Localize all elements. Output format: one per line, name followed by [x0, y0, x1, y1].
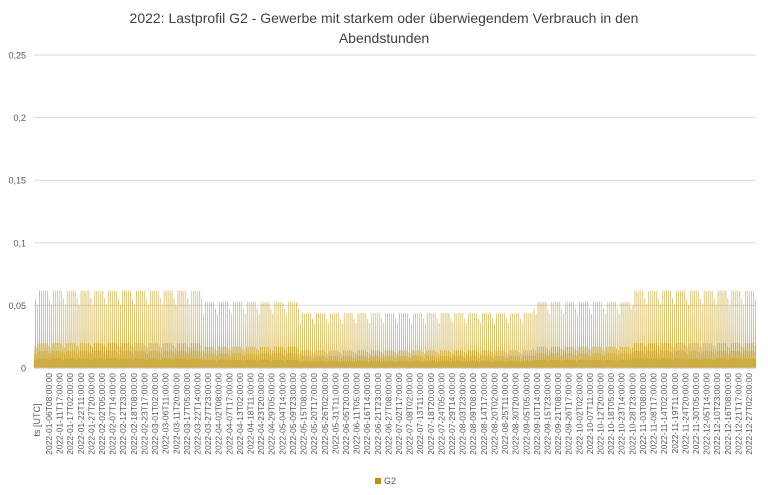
- x-tick-label: 2022-09-15T23:00:00: [543, 373, 553, 455]
- x-tick-label: 2022-05-15T08:00:00: [299, 373, 309, 455]
- x-tick-label: 2022-05-20T17:00:00: [309, 373, 319, 455]
- x-tick-label: 2022-08-14T17:00:00: [479, 373, 489, 455]
- y-tick-label: 0: [21, 364, 26, 374]
- x-tick-label: 2022-07-24T05:00:00: [436, 373, 446, 455]
- x-tick-label: 2022-02-23T17:00:00: [140, 373, 150, 455]
- x-tick-label: 2022-02-02T05:00:00: [97, 373, 107, 455]
- x-tick-label: 2022-10-07T11:00:00: [585, 373, 595, 454]
- x-tick-label: 2022-04-02T08:00:00: [214, 373, 224, 455]
- x-tick-label: 2022-12-10T23:00:00: [712, 373, 722, 455]
- x-tick-label: 2022-01-27T20:00:00: [86, 373, 96, 455]
- x-tick-label: 2022-10-02T02:00:00: [574, 373, 584, 455]
- x-tick-label: 2022-04-13T02:00:00: [235, 373, 245, 455]
- x-tick-label: 2022-06-11T05:00:00: [352, 373, 362, 454]
- x-tick-label: 2022-07-18T20:00:00: [426, 373, 436, 455]
- x-tick-label: 2022-12-05T14:00:00: [702, 373, 712, 455]
- y-tick-label: 0,25: [8, 51, 26, 61]
- x-tick-label: 2022-06-27T08:00:00: [383, 373, 393, 455]
- x-tick-label: 2022-05-26T02:00:00: [320, 373, 330, 455]
- x-tick-label: 2022-06-16T14:00:00: [362, 373, 372, 455]
- chart-title-line-1: 2022: Lastprofil G2 - Gewerbe mit starke…: [129, 10, 639, 26]
- x-tick-label: 2022-07-08T02:00:00: [405, 373, 415, 455]
- x-tick-label: 2022-01-11T17:00:00: [55, 373, 65, 454]
- x-tick-label: 2022-04-07T17:00:00: [224, 373, 234, 455]
- x-tick-label: 2022-12-16T08:00:00: [723, 373, 733, 455]
- x-tick-label: 2022-10-23T14:00:00: [617, 373, 627, 455]
- x-tick-label: 2022-04-29T05:00:00: [267, 373, 277, 455]
- chart-title-line-2: Abendstunden: [338, 30, 430, 46]
- y-tick-label: 0,15: [8, 176, 26, 186]
- x-tick-label: 2022-02-18T08:00:00: [129, 373, 139, 455]
- x-tick-label: 2022-07-29T14:00:00: [447, 373, 457, 455]
- x-tick-label: 2022-06-21T23:00:00: [373, 373, 383, 455]
- x-tick-label: 2022-09-21T08:00:00: [553, 373, 563, 455]
- x-tick-label: 2022-08-30T20:00:00: [511, 373, 521, 455]
- x-tick-label: 2022-03-01T02:00:00: [150, 373, 160, 455]
- x-tick-label: 2022-03-22T14:00:00: [193, 373, 203, 455]
- x-tick-label: 2022-01-22T11:00:00: [76, 373, 86, 454]
- x-tick-label: 2022-03-17T05:00:00: [182, 373, 192, 455]
- y-tick-label: 0,2: [13, 113, 26, 123]
- x-tick-label: 2022-01-06T08:00:00: [44, 373, 54, 455]
- x-tick-label: 2022-09-26T17:00:00: [564, 373, 574, 455]
- legend-label-g2: G2: [384, 476, 396, 486]
- x-tick-label: 2022-10-18T05:00:00: [606, 373, 616, 455]
- x-tick-label: 2022-02-07T14:00:00: [108, 373, 118, 455]
- legend-swatch-g2: [375, 478, 381, 484]
- x-tick-label: 2022-08-25T11:00:00: [500, 373, 510, 454]
- x-tick-label: 2022-11-08T17:00:00: [649, 373, 659, 454]
- x-tick-label: 2022-03-11T20:00:00: [171, 373, 181, 454]
- y-tick-label: 0,1: [13, 238, 26, 248]
- x-tick-label: 2022-11-14T02:00:00: [659, 373, 669, 454]
- x-tick-label: 2022-11-03T08:00:00: [638, 373, 648, 454]
- x-tick-label: 2022-06-05T20:00:00: [341, 373, 351, 455]
- x-tick-label: 2022-03-27T23:00:00: [203, 373, 213, 455]
- x-tick-label: 2022-10-12T20:00:00: [596, 373, 606, 455]
- x-tick-label: 2022-11-30T05:00:00: [691, 373, 701, 454]
- x-tick-label: 2022-07-13T11:00:00: [415, 373, 425, 454]
- x-tick-label: 2022-03-06T11:00:00: [161, 373, 171, 454]
- x-tick-label: 2022-12-27T02:00:00: [744, 373, 754, 455]
- x-tick-label: 2022-08-03T23:00:00: [458, 373, 468, 455]
- x-tick-label: 2022-05-04T14:00:00: [277, 373, 287, 455]
- x-tick-label: 2022-02-12T23:00:00: [118, 373, 128, 455]
- x-tick-label: 2022-08-20T02:00:00: [490, 373, 500, 455]
- series-area-g2: [33, 290, 757, 369]
- x-tick-label: 2022-01-17T02:00:00: [65, 373, 75, 455]
- x-tick-label: 2022-04-23T20:00:00: [256, 373, 266, 455]
- chart-title: 2022: Lastprofil G2 - Gewerbe mit starke…: [84, 8, 684, 48]
- x-tick-label: 2022-08-09T08:00:00: [468, 373, 478, 455]
- x-tick-label: 2022-09-05T05:00:00: [521, 373, 531, 455]
- x-axis-title: ts [UTC]: [32, 404, 42, 437]
- x-tick-label: 2022-10-28T23:00:00: [627, 373, 637, 455]
- x-tick-label: 2022-11-24T20:00:00: [680, 373, 690, 454]
- x-tick-label: 2022-05-09T23:00:00: [288, 373, 298, 455]
- x-tick-label: 2022-05-31T11:00:00: [330, 373, 340, 454]
- x-tick-label: 2022-04-18T11:00:00: [246, 373, 256, 454]
- x-tick-label: 2022-07-02T17:00:00: [394, 373, 404, 455]
- x-tick-label: 2022-11-19T11:00:00: [670, 373, 680, 454]
- x-tick-label: 2022-09-10T14:00:00: [532, 373, 542, 455]
- x-tick-label: 2022-12-21T17:00:00: [733, 373, 743, 455]
- y-tick-label: 0,05: [8, 301, 26, 311]
